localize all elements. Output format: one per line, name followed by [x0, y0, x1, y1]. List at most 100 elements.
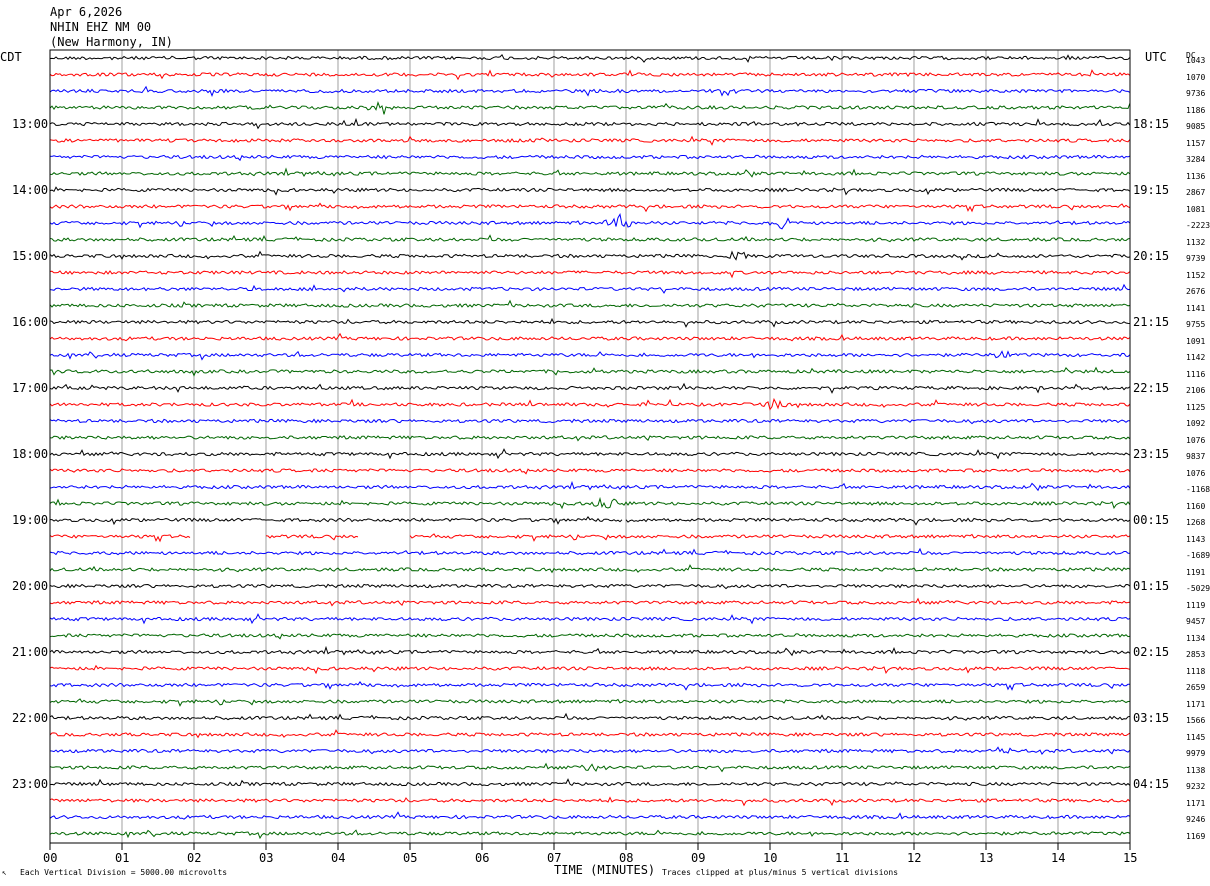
trace-26 [49, 480, 1131, 492]
dc-offset-47: 1169 [1186, 831, 1206, 841]
dc-offset-12: 9739 [1186, 254, 1206, 263]
trace-19 [49, 366, 1131, 377]
dc-offset-15: 1141 [1186, 303, 1206, 313]
dc-offset-45: 1171 [1186, 798, 1206, 808]
dc-offset-6: 3284 [1186, 155, 1206, 164]
left-timezone-label: CDT [0, 50, 22, 64]
trace-31 [49, 564, 1131, 574]
trace-6 [49, 154, 1131, 162]
trace-20 [49, 382, 1131, 394]
trace-21 [49, 397, 1131, 411]
footer-mark: ↖ [2, 868, 7, 877]
trace-25 [49, 468, 1131, 475]
dc-offset-42: 9979 [1186, 749, 1206, 758]
minute-gridlines [121, 50, 1059, 843]
left-hour-label: 15:00 [12, 249, 49, 263]
x-tick-label: 05 [403, 851, 418, 865]
dc-offset-22: 1092 [1186, 419, 1206, 428]
trace-24 [49, 448, 1131, 460]
right-hour-label: 22:15 [1133, 381, 1170, 395]
trace-11 [49, 234, 1131, 243]
left-hour-label: 20:00 [12, 579, 49, 593]
trace-43 [49, 762, 1131, 773]
dc-offset-41: 1145 [1186, 732, 1206, 742]
x-ticks [49, 843, 1131, 850]
left-hour-label: 14:00 [12, 183, 49, 197]
dc-offset-17: 1091 [1186, 336, 1206, 346]
trace-30 [49, 547, 1130, 556]
dc-offset-27: 1160 [1186, 501, 1206, 511]
dc-offset-10: -2223 [1186, 221, 1210, 230]
trace-35 [49, 633, 1131, 640]
left-hour-label: 18:00 [12, 447, 49, 461]
trace-40 [49, 712, 1131, 721]
right-hour-label: 21:15 [1133, 315, 1170, 329]
dc-label: DC [1186, 51, 1196, 60]
right-hour-label: 01:15 [1133, 579, 1170, 593]
x-tick-label: 02 [187, 851, 202, 865]
trace-34 [49, 613, 1131, 625]
dc-offset-7: 1136 [1186, 171, 1206, 181]
trace-3 [49, 101, 1131, 115]
dc-offset-24: 9837 [1186, 452, 1206, 461]
trace-42 [49, 746, 1131, 756]
left-hour-label: 22:00 [12, 711, 49, 725]
dc-offset-3: 1186 [1186, 105, 1206, 115]
right-hour-label: 19:15 [1133, 183, 1170, 197]
dc-offset-4: 9085 [1186, 122, 1206, 131]
trace-7 [49, 167, 1131, 178]
trace-13 [49, 270, 1131, 279]
left-hour-label: 23:00 [12, 777, 49, 791]
dc-offset-37: 1118 [1186, 666, 1206, 676]
right-hour-label: 00:15 [1133, 513, 1170, 527]
trace-46 [49, 811, 1131, 820]
trace-32 [49, 583, 1131, 590]
left-hour-label: 16:00 [12, 315, 49, 329]
dc-offset-2: 9736 [1186, 89, 1206, 98]
trace-47 [49, 829, 1131, 840]
dc-offset-36: 2853 [1186, 650, 1206, 659]
dc-offset-39: 1171 [1186, 699, 1206, 709]
trace-12 [49, 250, 1131, 261]
trace-8 [49, 186, 1131, 196]
trace-41 [49, 729, 1131, 739]
x-tick-label: 06 [475, 851, 490, 865]
trace-28 [50, 516, 1131, 526]
trace-29 [49, 533, 1131, 543]
dc-offset-8: 2867 [1186, 188, 1206, 197]
trace-0 [49, 53, 1131, 63]
trace-5 [49, 135, 1131, 146]
trace-36 [49, 645, 1131, 657]
dc-offset-46: 9246 [1186, 815, 1206, 824]
x-tick-label: 07 [547, 851, 562, 865]
right-hour-label: 02:15 [1133, 645, 1170, 659]
trace-39 [49, 698, 1131, 707]
x-tick-label: 11 [835, 851, 850, 865]
dc-offset-38: 2659 [1186, 683, 1206, 692]
trace-22 [49, 418, 1131, 425]
right-hour-label: 18:15 [1133, 117, 1170, 131]
dc-offset-25: 1076 [1186, 468, 1206, 478]
x-tick-label: 14 [1051, 851, 1066, 865]
left-hour-label: 19:00 [12, 513, 49, 527]
right-timezone-label: UTC [1145, 50, 1167, 64]
clip-note: Traces clipped at plus/minus 5 vertical … [662, 868, 899, 877]
dc-offset-33: 1119 [1186, 600, 1206, 610]
x-tick-label: 12 [907, 851, 922, 865]
x-tick-label: 08 [619, 851, 634, 865]
trace-27 [49, 496, 1131, 510]
left-hour-label: 17:00 [12, 381, 49, 395]
dc-offset-14: 2676 [1186, 287, 1206, 296]
dc-offset-23: 1076 [1186, 435, 1206, 445]
x-axis-title: TIME (MINUTES) [554, 863, 656, 877]
trace-17 [49, 332, 1131, 342]
dc-offset-16: 9755 [1186, 320, 1206, 329]
right-hour-label: 23:15 [1133, 447, 1170, 461]
dc-offset-5: 1157 [1186, 138, 1206, 148]
plot-frame [49, 49, 1131, 844]
x-tick-label: 01 [115, 851, 130, 865]
location-label: (New Harmony, IN) [50, 35, 173, 49]
dc-offset-28: 1268 [1186, 518, 1206, 527]
trace-44 [49, 778, 1131, 787]
